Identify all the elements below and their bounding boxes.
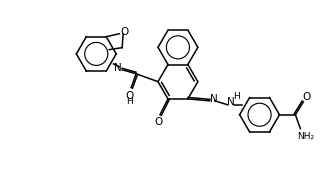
Text: N: N [210, 94, 218, 104]
Text: O: O [125, 91, 133, 101]
Text: H: H [126, 97, 132, 106]
Text: O: O [302, 92, 310, 102]
Text: H: H [233, 92, 240, 101]
Text: O: O [120, 27, 128, 37]
Text: N: N [114, 63, 122, 73]
Text: NH₂: NH₂ [297, 132, 314, 141]
Text: O: O [154, 117, 162, 127]
Text: N: N [227, 97, 235, 107]
